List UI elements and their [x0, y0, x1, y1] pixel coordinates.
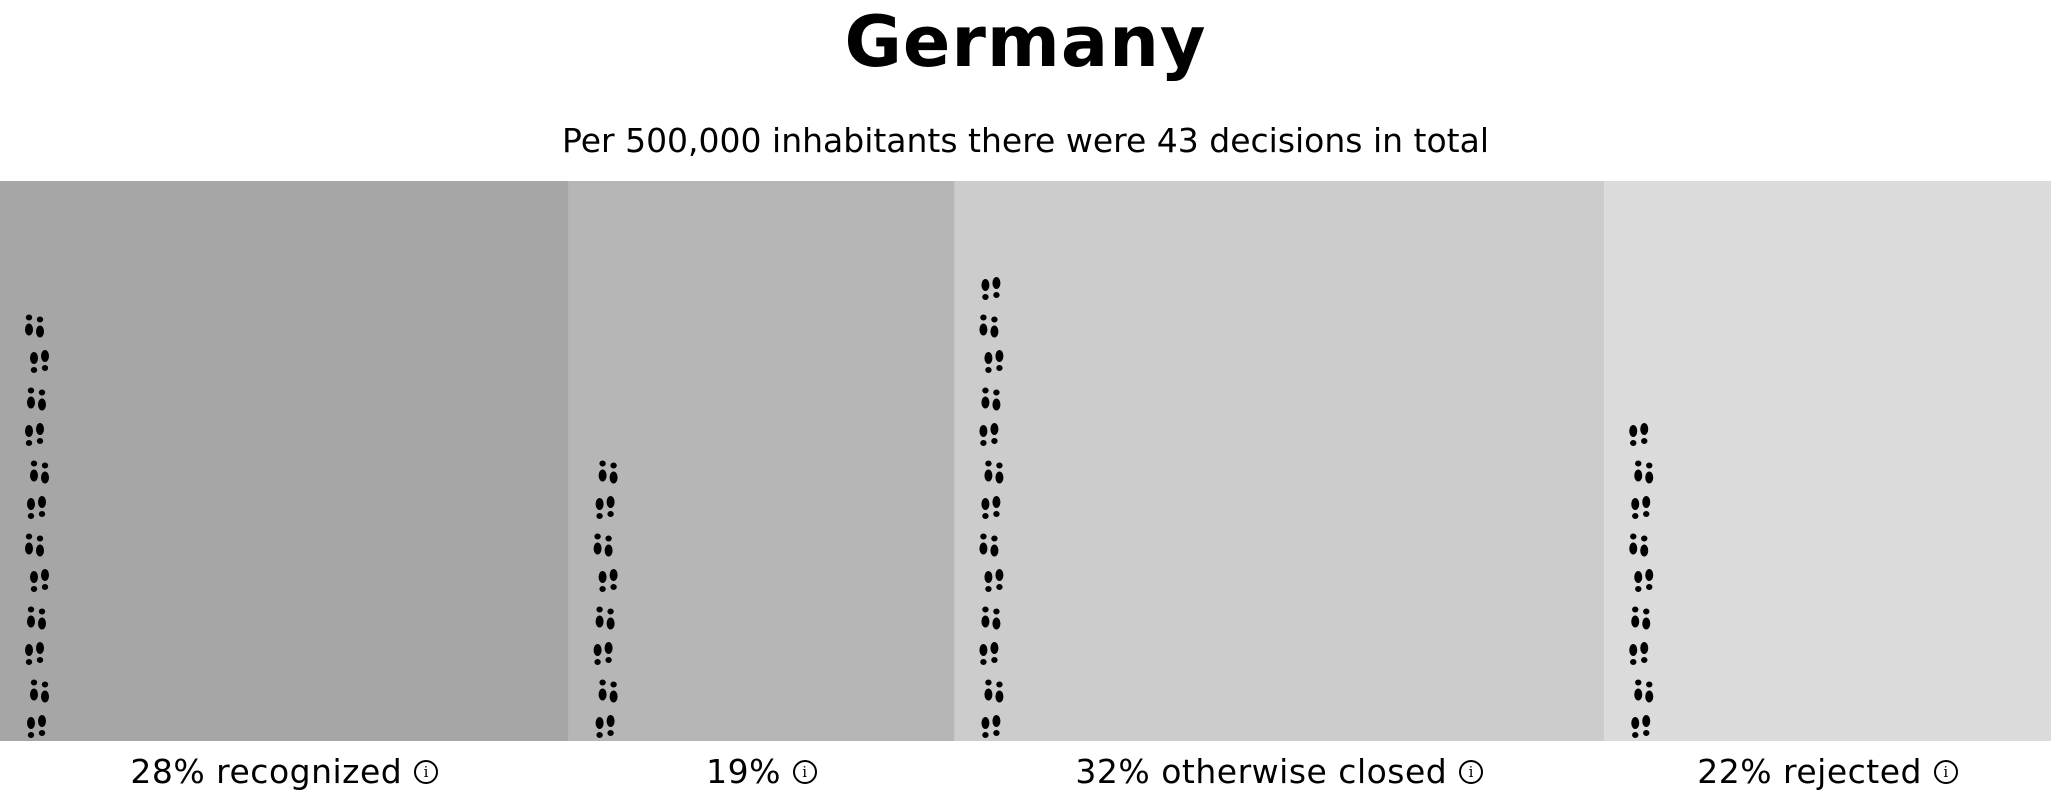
footprint-rejected-8	[1634, 460, 1654, 484]
footprint-other-1	[595, 715, 615, 738]
footprint-other-6	[593, 533, 613, 557]
label-recognized: 28% recognized i	[0, 741, 569, 802]
label-other-text: 19%	[706, 752, 781, 791]
decision-chart	[0, 181, 2051, 741]
footprint-otherwise-closed-2	[984, 679, 1004, 703]
footprint-otherwise-closed-12	[979, 314, 999, 338]
footprint-rejected-7	[1631, 496, 1651, 519]
bar-recognized	[0, 181, 569, 741]
footprint-rejected-5	[1634, 569, 1654, 592]
footprint-recognized-8	[30, 460, 49, 484]
info-icon[interactable]: i	[414, 759, 439, 784]
category-labels: 28% recognized i 19% i 32% otherwise clo…	[0, 741, 2051, 802]
label-rejected: 22% rejected i	[1604, 741, 2051, 802]
footprint-recognized-5	[30, 569, 49, 592]
footprint-recognized-12	[25, 314, 44, 338]
footprint-rejected-6	[1629, 533, 1649, 557]
footprint-recognized-4	[27, 606, 46, 630]
info-icon[interactable]: i	[792, 759, 817, 784]
chart-subtitle: Per 500,000 inhabitants there were 43 de…	[561, 121, 1489, 160]
footprint-otherwise-closed-10	[981, 387, 1001, 411]
bar-rejected	[1604, 181, 2051, 741]
page-title: Germany	[844, 1, 1207, 83]
footprint-otherwise-closed-5	[984, 569, 1004, 592]
footprint-otherwise-closed-9	[979, 423, 999, 446]
footprint-otherwise-closed-4	[981, 606, 1001, 630]
footprint-recognized-3	[25, 642, 44, 665]
footprint-other-3	[593, 642, 613, 665]
footprint-otherwise-closed-3	[979, 642, 999, 665]
footprint-recognized-11	[30, 350, 49, 373]
info-icon[interactable]: i	[1934, 759, 1958, 784]
footprint-rejected-2	[1634, 679, 1654, 703]
footprint-rejected-9	[1629, 423, 1649, 446]
label-recognized-text: 28% recognized	[130, 752, 403, 791]
footprint-recognized-2	[30, 679, 49, 703]
footprint-otherwise-closed-1	[981, 715, 1001, 738]
footprint-otherwise-closed-7	[981, 496, 1001, 519]
bar-other	[568, 181, 955, 741]
label-otherwise-closed: 32% otherwise closed i	[954, 741, 1604, 802]
label-otherwise-closed-text: 32% otherwise closed	[1075, 752, 1448, 791]
footprint-otherwise-closed-13	[981, 277, 1001, 300]
footprint-other-4	[595, 606, 615, 630]
footprint-rejected-4	[1631, 606, 1651, 630]
footprint-rejected-1	[1631, 715, 1651, 738]
footprint-rejected-3	[1629, 642, 1649, 665]
footprint-other-5	[598, 569, 618, 592]
footprint-other-8	[598, 460, 618, 484]
footprint-otherwise-closed-11	[984, 350, 1004, 373]
footprint-other-2	[598, 679, 618, 703]
footprint-recognized-9	[25, 423, 44, 446]
footprint-otherwise-closed-6	[979, 533, 999, 557]
info-icon[interactable]: i	[1459, 759, 1484, 784]
footprint-recognized-7	[27, 496, 46, 519]
footprint-other-7	[595, 496, 615, 519]
footprint-recognized-1	[27, 715, 46, 738]
label-rejected-text: 22% rejected	[1697, 752, 1922, 791]
footprint-recognized-6	[25, 533, 44, 557]
label-other: 19% i	[569, 741, 955, 802]
footprint-recognized-10	[27, 387, 46, 411]
footprint-otherwise-closed-8	[984, 460, 1004, 484]
bar-otherwise-closed	[954, 181, 1605, 741]
